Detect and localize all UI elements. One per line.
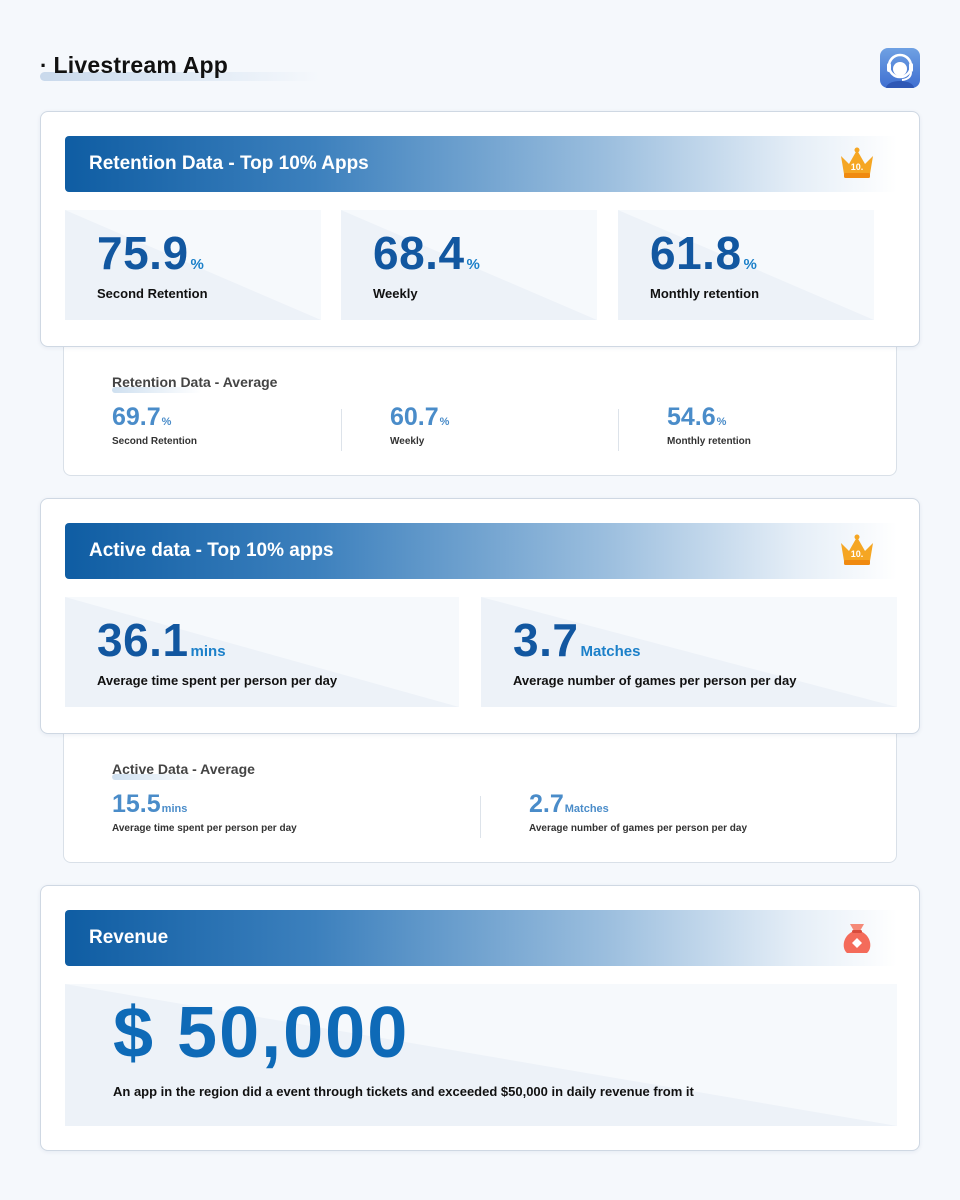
avg-title-underline (112, 774, 202, 780)
stat-unit: % (743, 256, 757, 273)
stat-bg (481, 597, 897, 707)
revenue-stat: $ 50,000 An app in the region did a even… (65, 984, 897, 1126)
stat-value-row: 61.8% (650, 226, 757, 280)
title-bullet: · (40, 53, 48, 78)
crown-icon: 10. (837, 533, 877, 569)
avg-value: 60.7 (390, 403, 439, 431)
crown-icon: 10. (837, 146, 877, 182)
stat-label: Monthly retention (650, 286, 760, 301)
stat-value-row: 68.4% (373, 226, 480, 280)
avg-title-underline (112, 387, 202, 393)
revenue-description: An app in the region did a event through… (113, 1084, 694, 1099)
avg-label: Monthly retention (667, 436, 751, 447)
stat-unit: % (190, 256, 204, 273)
divider (480, 796, 481, 838)
stat-label: Average time spent per person per day (97, 673, 338, 688)
stat-value: 61.8 (650, 227, 742, 279)
stat-value: 3.7 (513, 614, 579, 666)
avg-unit: % (716, 416, 727, 428)
stat-label: Second Retention (97, 286, 208, 301)
retention-top-stat-monthly: 61.8% Monthly retention (618, 210, 874, 320)
stat-label: Weekly (373, 286, 418, 301)
avg-unit: % (161, 416, 172, 428)
stat-bg (65, 210, 321, 320)
retention-top-band: Retention Data - Top 10% Apps 10. (65, 136, 897, 192)
active-avg-title: Active Data - Average (112, 761, 255, 777)
avg-label: Second Retention (112, 436, 198, 447)
stat-value: 36.1 (97, 614, 189, 666)
avg-label: Average time spent per person per day (112, 823, 297, 834)
divider (341, 409, 342, 451)
revenue-band: Revenue (65, 910, 897, 966)
active-avg-stat-games: 2.7Matches Average number of games per p… (529, 790, 747, 834)
revenue-title: Revenue (89, 927, 169, 948)
stat-label: Average number of games per person per d… (513, 673, 797, 688)
active-top-stat-time: 36.1 mins Average time spent per person p… (65, 597, 459, 707)
divider (618, 409, 619, 451)
avg-label: Weekly (390, 436, 425, 447)
stat-unit: % (466, 256, 480, 273)
retention-top-stat-second: 75.9% Second Retention (65, 210, 321, 320)
stat-value-row: 3.7 Matches (513, 613, 640, 667)
stat-unit: mins (190, 643, 226, 660)
title-underline (40, 72, 320, 81)
retention-avg-stat-second: 69.7% Second Retention (112, 403, 197, 447)
stat-bg (65, 597, 459, 707)
avg-unit: % (439, 416, 450, 428)
revenue-card: Revenue $ 50,000 An app in the region di… (40, 885, 920, 1151)
active-avg-stat-time: 15.5mins Average time spent per person p… (112, 790, 297, 834)
stat-value: 75.9 (97, 227, 189, 279)
active-top-title: Active data - Top 10% apps (89, 540, 334, 561)
money-bag-icon (837, 920, 877, 956)
active-top-stat-games: 3.7 Matches Average number of games per p… (481, 597, 897, 707)
revenue-amount: $ 50,000 (113, 993, 410, 1073)
page-header: · Livestream App (40, 48, 920, 92)
page-title: · Livestream App (40, 52, 228, 79)
stat-unit: Matches (580, 643, 641, 660)
retention-avg-title: Retention Data - Average (112, 374, 278, 390)
title-wrap: · Livestream App (40, 52, 320, 81)
avg-value: 15.5 (112, 790, 161, 818)
avg-label: Average number of games per person per d… (529, 823, 748, 834)
retention-top-title: Retention Data - Top 10% Apps (89, 153, 369, 174)
active-top-card: Active data - Top 10% apps 10. 36.1 mins … (40, 498, 920, 734)
active-avg-box: Active Data - Average 15.5mins Average t… (63, 723, 897, 863)
retention-avg-box: Retention Data - Average 69.7% Second Re… (63, 336, 897, 476)
stat-value-row: 75.9% (97, 226, 204, 280)
headset-logo-icon (880, 48, 920, 88)
avg-value: 2.7 (529, 790, 564, 818)
avg-unit: Matches (564, 803, 609, 815)
avg-value: 54.6 (667, 403, 716, 431)
page-title-text: Livestream App (53, 52, 229, 78)
active-top-band: Active data - Top 10% apps 10. (65, 523, 897, 579)
retention-top-card: Retention Data - Top 10% Apps 10. 75.9% … (40, 111, 920, 347)
retention-top-stat-weekly: 68.4% Weekly (341, 210, 597, 320)
crown-badge-text: 10. (851, 549, 864, 559)
stat-value: 68.4 (373, 227, 465, 279)
retention-avg-stat-monthly: 54.6% Monthly retention (667, 403, 751, 447)
retention-avg-stat-weekly: 60.7% Weekly (390, 403, 449, 447)
stat-value-row: 36.1 mins (97, 613, 226, 667)
crown-badge-text: 10. (851, 162, 864, 172)
stat-bg (618, 210, 874, 320)
avg-value: 69.7 (112, 403, 161, 431)
avg-unit: mins (161, 803, 188, 815)
stat-bg (65, 984, 897, 1126)
stat-bg (341, 210, 597, 320)
